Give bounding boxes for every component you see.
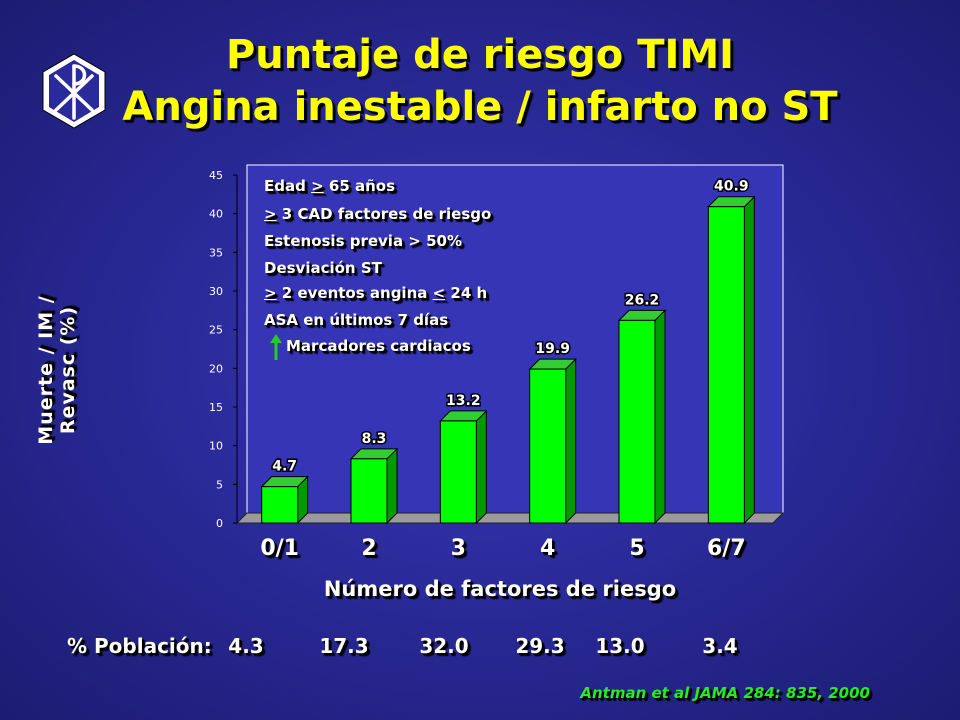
y-tick-label: 10 <box>209 440 223 453</box>
y-tick-label: 15 <box>209 401 223 414</box>
population-value: 3.4 <box>702 634 738 658</box>
title-line-2: Angina inestable / infarto no ST <box>122 84 838 130</box>
y-tick-label: 40 <box>209 208 223 221</box>
bar <box>261 486 299 524</box>
bar-side <box>386 447 398 525</box>
up-arrow-icon <box>270 334 282 360</box>
data-label: 13.2 <box>446 393 481 409</box>
x-tick-label: 4 <box>540 536 556 561</box>
legend-item-st-deviation: Desviación ST <box>264 259 382 277</box>
data-label: 40.9 <box>714 179 749 195</box>
legend-item-angina-events: > 2 eventos angina < 24 h <box>264 284 488 302</box>
x-tick-label: 5 <box>629 536 645 561</box>
legend-item-cardiac-markers: Marcadores cardiacos <box>286 337 471 355</box>
bar <box>618 319 656 524</box>
legend-item-asa: ASA en últimos 7 días <box>264 311 449 329</box>
y-tick-label: 20 <box>209 362 223 375</box>
data-label: 19.9 <box>535 341 570 357</box>
legend-item-cad-factors: > 3 CAD factores de riesgo <box>264 205 492 223</box>
plot-floor <box>235 512 785 524</box>
y-tick-label: 45 <box>209 169 223 182</box>
x-axis-label: Número de factores de riesgo <box>323 577 677 601</box>
population-value: 4.3 <box>228 634 264 658</box>
x-tick-label: 2 <box>361 536 377 561</box>
population-value: 29.3 <box>515 634 565 658</box>
bar-side <box>654 309 666 525</box>
y-tick-label: 5 <box>216 478 223 491</box>
bar <box>439 420 477 524</box>
plot-area <box>246 164 784 514</box>
population-label: % Población: <box>67 634 212 658</box>
bar <box>529 368 567 524</box>
legend-item-age: Edad > 65 años <box>264 177 396 195</box>
legend-item-stenosis: Estenosis previa > 50% <box>264 232 462 250</box>
population-value: 17.3 <box>319 634 369 658</box>
y-tick-label: 0 <box>216 517 223 530</box>
data-label: 4.7 <box>272 459 297 475</box>
bar <box>707 206 745 524</box>
title-line-1: Puntaje de riesgo TIMI <box>225 32 735 78</box>
population-value: 32.0 <box>419 634 469 658</box>
bar-side <box>565 357 577 525</box>
chi-rho-hexagon-icon <box>42 53 106 129</box>
population-value: 13.0 <box>595 634 645 658</box>
data-label: 26.2 <box>625 292 660 308</box>
bar-side <box>475 409 487 525</box>
x-tick-label: 6/7 <box>707 536 746 561</box>
bar <box>350 458 388 524</box>
x-tick-label: 3 <box>450 536 466 561</box>
y-tick-label: 35 <box>209 246 223 259</box>
y-tick-label: 25 <box>209 324 223 337</box>
y-tick-label: 30 <box>209 285 223 298</box>
x-tick-label: 0/1 <box>260 536 299 561</box>
bar-side <box>743 195 755 525</box>
y-axis-label: Muerte / IM / Revasc (%) <box>35 295 79 445</box>
citation: Antman et al JAMA 284: 835, 2000 <box>580 684 870 702</box>
data-label: 8.3 <box>362 431 387 447</box>
